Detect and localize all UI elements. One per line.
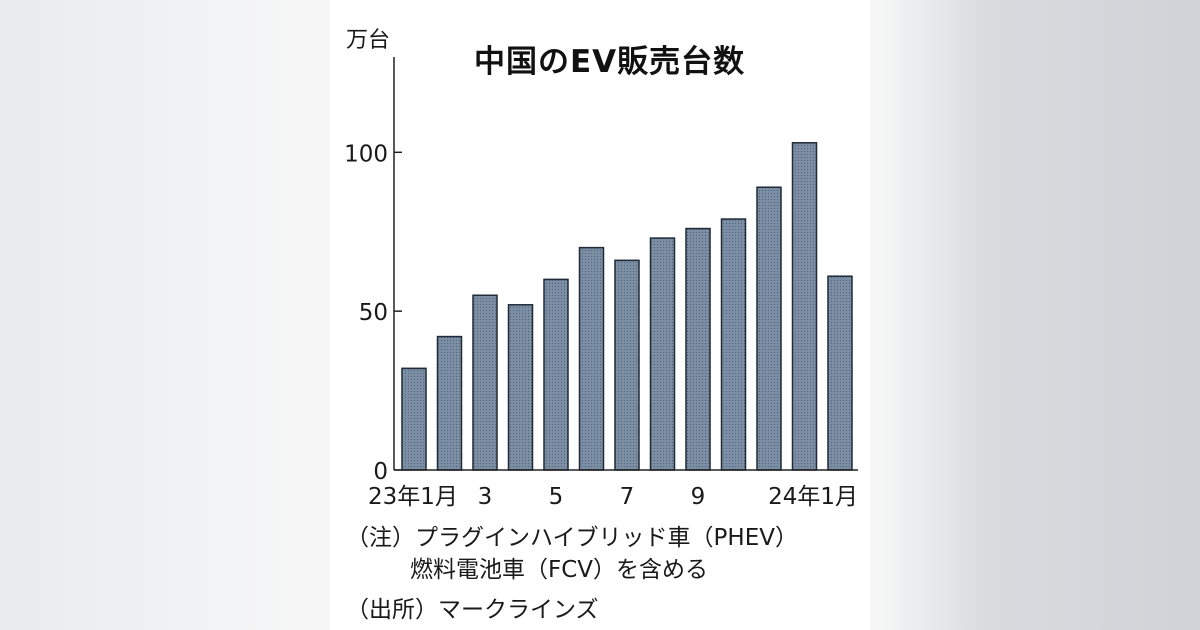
bar-5	[543, 278, 569, 471]
bar-10	[720, 218, 747, 471]
note-line-2: 燃料電池車（FCV）を含める	[410, 557, 709, 583]
bar-23年1月	[401, 367, 427, 471]
bar-chart: 0 50 100 23年1月 3 5 7 9 24年1月	[344, 57, 858, 510]
y-tick-label: 0	[373, 459, 388, 485]
bar-2	[436, 335, 463, 471]
x-tick-label: 9	[691, 484, 706, 510]
x-tick-label: 3	[478, 484, 493, 510]
bar-8	[649, 237, 676, 471]
x-tick-label: 7	[620, 484, 635, 510]
x-tick-label: 23年1月	[368, 484, 458, 510]
y-tick-label: 100	[344, 141, 388, 167]
y-tick-label: 50	[359, 300, 388, 326]
x-tick-label: 24年1月	[768, 484, 858, 510]
bar-4	[507, 304, 534, 471]
bar-7	[614, 259, 640, 471]
y-axis-unit: 万台	[346, 28, 391, 53]
source-note: （出所）マークラインズ	[346, 597, 599, 623]
bar-6	[578, 246, 605, 471]
note-line-1: （注）プラグインハイブリッド車（PHEV）	[346, 525, 798, 551]
bar-12	[791, 142, 818, 471]
bar-3	[472, 294, 498, 471]
bar-11	[756, 186, 782, 471]
bar-9	[685, 227, 711, 471]
x-tick-label: 5	[549, 484, 564, 510]
chart-title: 中国のEV販売台数	[474, 44, 746, 80]
bar-24年1月	[827, 275, 853, 471]
